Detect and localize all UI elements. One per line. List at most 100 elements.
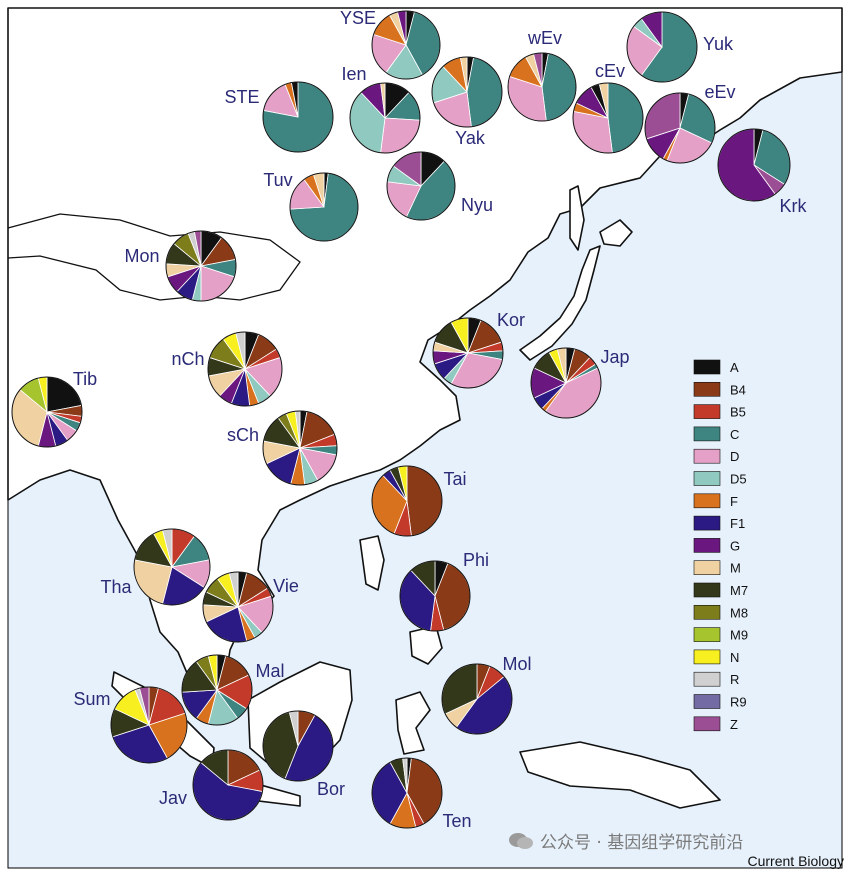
legend-label: M8 — [730, 605, 748, 620]
pie-label: YSE — [340, 8, 376, 28]
luzon — [359, 535, 385, 591]
pie-sch: sCh — [227, 410, 338, 486]
legend-swatch — [693, 582, 721, 598]
pie-label: Tha — [100, 577, 132, 597]
sakhalin — [569, 185, 585, 251]
pie-label: Vie — [273, 576, 299, 596]
pie-outline — [399, 560, 471, 632]
legend-swatch — [693, 671, 721, 687]
watermark-text: 公众号 · 基因组学研究前沿 — [540, 833, 744, 853]
pie-mol: Mol — [441, 654, 532, 735]
pie-outline — [110, 686, 188, 764]
legend-swatch — [693, 493, 721, 509]
legend-swatch — [693, 359, 721, 375]
legend-item-a: A — [693, 359, 739, 375]
new-guinea — [519, 741, 721, 809]
pie-ien: Ien — [341, 64, 421, 154]
pie-outline — [572, 82, 644, 154]
pie-label: Bor — [317, 779, 345, 799]
legend-label: D5 — [730, 472, 747, 487]
pie-outline — [626, 11, 698, 83]
legend-label: D — [730, 449, 739, 464]
pie-label: Jav — [159, 788, 187, 808]
pie-label: Phi — [463, 550, 489, 570]
pie-outline — [386, 151, 456, 221]
legend-item-d5: D5 — [693, 471, 747, 487]
legend-label: N — [730, 650, 739, 665]
pie-nyu: Nyu — [386, 151, 493, 221]
pie-label: Jap — [600, 347, 629, 367]
pie-label: Yak — [455, 128, 486, 148]
legend-item-b5: B5 — [693, 404, 746, 420]
pie-kor: Kor — [432, 310, 525, 389]
legend-item-f1: F1 — [693, 515, 745, 531]
pie-wev: wEv — [507, 28, 577, 122]
legend-label: Z — [730, 717, 738, 732]
pie-outline — [371, 757, 443, 829]
legend: A B4 B5 CD D5 F F1 GM M7 M8 M9 NR R9 Z — [693, 359, 748, 732]
legend-swatch — [693, 538, 721, 553]
pie-phi: Phi — [399, 550, 489, 632]
pie-outline — [207, 331, 283, 407]
legend-swatch — [693, 694, 721, 709]
pie-label: Tai — [443, 469, 466, 489]
pie-outline — [289, 172, 359, 242]
legend-label: G — [730, 538, 740, 553]
pie-outline — [644, 92, 716, 164]
legend-label: F1 — [730, 516, 745, 531]
pie-outline — [371, 465, 443, 537]
pie-outline — [530, 347, 602, 419]
pie-label: Krk — [780, 196, 808, 216]
pie-label: sCh — [227, 425, 259, 445]
wechat-icon — [509, 832, 533, 849]
pie-outline — [349, 82, 421, 154]
japan — [519, 245, 601, 361]
asia-mainland — [7, 7, 843, 691]
pie-outline — [165, 230, 237, 302]
pie-yak: Yak — [431, 56, 503, 148]
pie-jap: Jap — [530, 347, 630, 419]
legend-label: A — [730, 360, 739, 375]
pie-label: wEv — [527, 28, 562, 48]
legend-label: B5 — [730, 405, 746, 420]
pie-label: Tib — [73, 369, 97, 389]
legend-label: M7 — [730, 583, 748, 598]
pie-outline — [431, 56, 503, 128]
pie-label: Ien — [341, 64, 366, 84]
pie-outline — [192, 749, 264, 821]
pie-label: Nyu — [461, 195, 493, 215]
pie-label: Yuk — [703, 34, 734, 54]
pie-label: STE — [224, 87, 259, 107]
baikal-lake — [7, 213, 301, 301]
legend-label: F — [730, 494, 738, 509]
credit-text: Current Biology — [747, 853, 845, 869]
pie-outline — [133, 528, 211, 606]
pie-outline — [717, 128, 791, 202]
pie-outline — [371, 10, 441, 80]
legend-item-m9: M9 — [693, 627, 748, 643]
pie-tuv: Tuv — [263, 170, 359, 242]
pie-label: Mol — [502, 654, 531, 674]
legend-swatch — [693, 716, 721, 732]
legend-swatch — [693, 627, 721, 642]
pie-bor: Bor — [262, 710, 345, 799]
pie-nch: nCh — [171, 331, 283, 407]
pie-tib: Tib — [11, 369, 97, 448]
legend-swatch — [693, 381, 721, 397]
pie-tha: Tha — [100, 528, 211, 606]
legend-swatch — [693, 426, 721, 442]
pie-outline — [202, 571, 274, 643]
legend-item-m8: M8 — [693, 604, 748, 620]
pie-outline — [507, 52, 577, 122]
pie-jav: Jav — [159, 749, 264, 821]
pie-outline — [262, 81, 334, 153]
pie-label: Kor — [497, 310, 525, 330]
pie-vie: Vie — [202, 571, 299, 643]
legend-swatch — [693, 471, 721, 486]
watermark: 公众号 · 基因组学研究前沿 — [508, 828, 743, 853]
legend-swatch — [693, 515, 721, 531]
pie-outline — [262, 710, 334, 782]
legend-label: C — [730, 427, 739, 442]
pie-krk: Krk — [717, 128, 808, 216]
lakes — [7, 213, 301, 301]
